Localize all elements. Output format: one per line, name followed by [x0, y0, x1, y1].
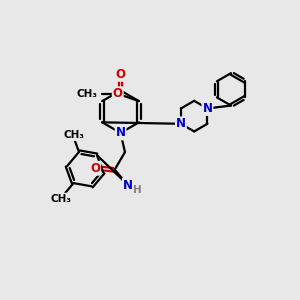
Text: O: O: [116, 68, 126, 81]
Text: N: N: [202, 102, 212, 115]
Text: O: O: [90, 162, 100, 175]
Text: N: N: [176, 117, 186, 130]
Text: CH₃: CH₃: [50, 194, 71, 204]
Text: CH₃: CH₃: [77, 89, 98, 99]
Text: N: N: [116, 126, 126, 140]
Text: N: N: [123, 178, 133, 191]
Text: H: H: [133, 185, 142, 195]
Text: CH₃: CH₃: [64, 130, 85, 140]
Text: O: O: [113, 87, 123, 100]
